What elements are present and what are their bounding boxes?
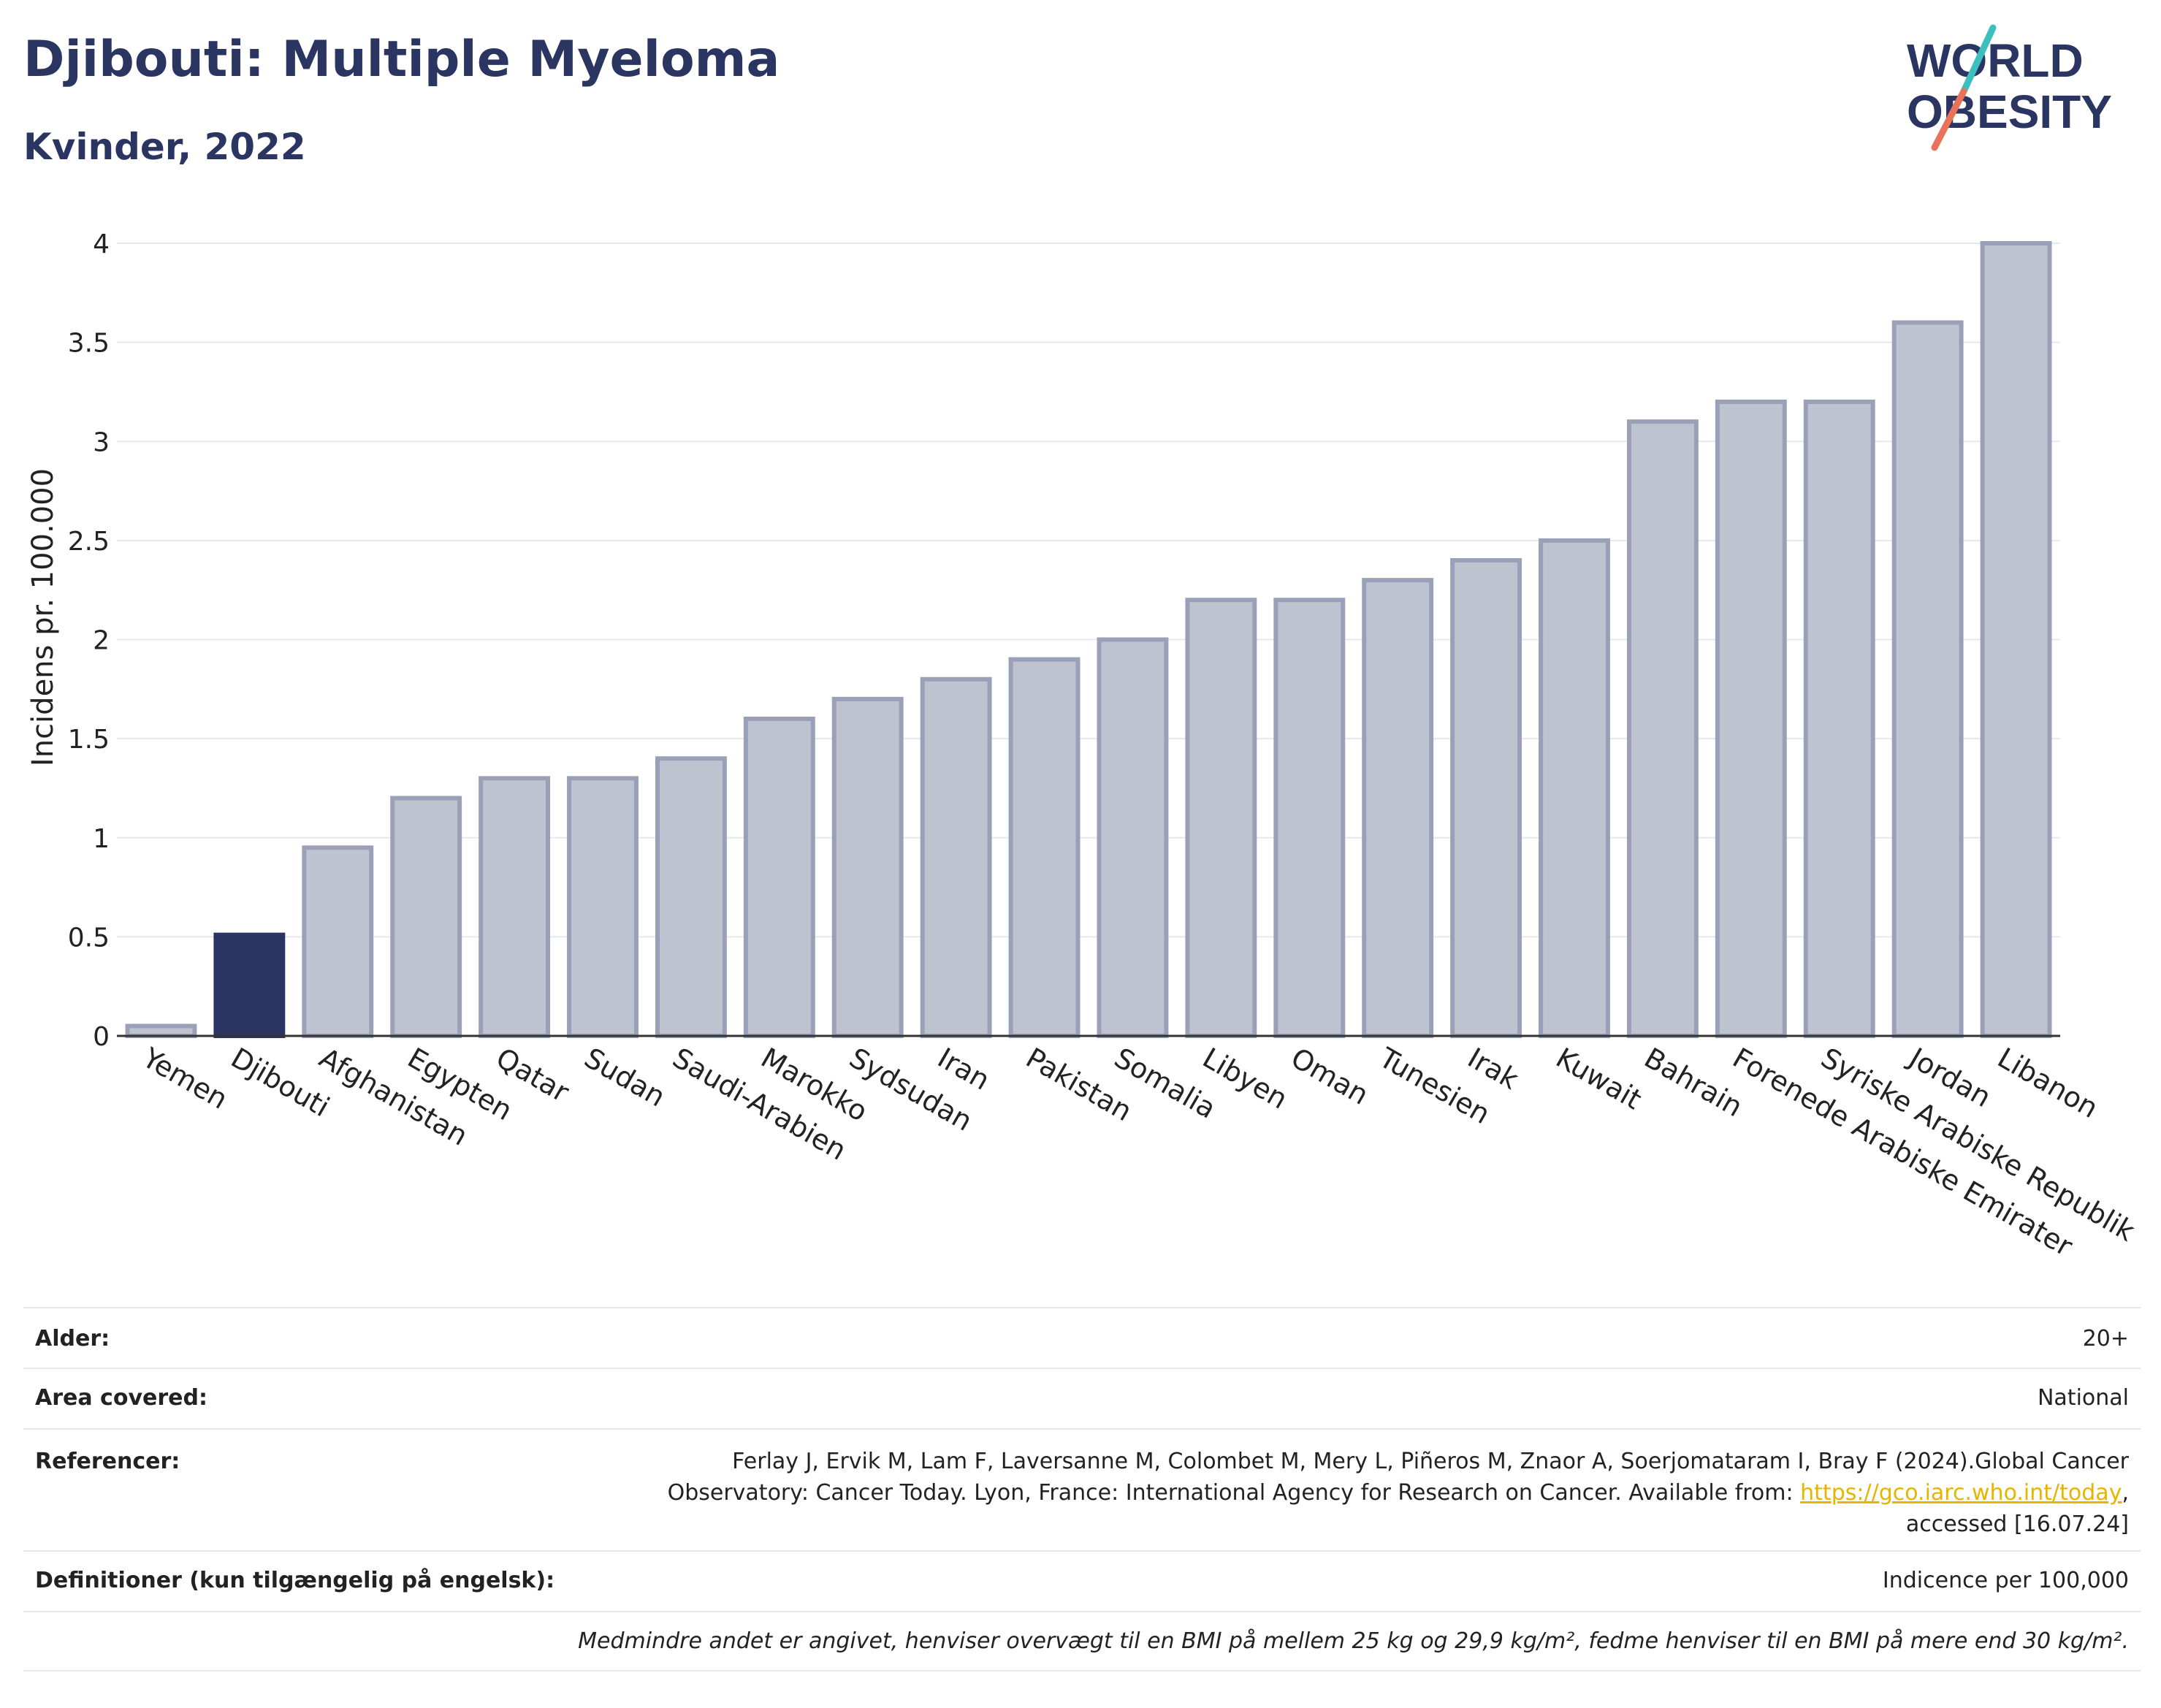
x-tick-label: Afghanistan bbox=[314, 1042, 473, 1152]
y-tick-labels: 0 0.5 1 1.5 2 2.5 3 3.5 4 bbox=[68, 229, 110, 1052]
bar-qatar bbox=[479, 776, 551, 1038]
area-label: Area covered: bbox=[35, 1385, 207, 1411]
y-tick-label: 1 bbox=[93, 824, 110, 854]
bar-sydsudan bbox=[831, 696, 904, 1038]
info-table: Alder: 20+ Area covered: National Refere… bbox=[23, 1307, 2141, 1671]
bar-jordan bbox=[1891, 320, 1964, 1038]
bar-somalia bbox=[1097, 637, 1169, 1038]
bar-iran bbox=[920, 676, 992, 1038]
references-tail: , accessed [16.07.24] bbox=[1905, 1480, 2129, 1537]
bars bbox=[125, 241, 2052, 1038]
area-value: National bbox=[2037, 1385, 2129, 1411]
x-tick-label: Bahrain bbox=[1639, 1042, 1748, 1124]
bar-chart: 0 0.5 1 1.5 2 2.5 3 3.5 4 YemenDjiboutiAfghanist… bbox=[26, 229, 2141, 1263]
y-tick-label: 3.5 bbox=[68, 329, 110, 359]
x-tick-label: Sudan bbox=[579, 1042, 671, 1113]
definitions-label: Definitioner (kun tilgængelig på engelsk… bbox=[35, 1568, 555, 1593]
bar-libyen bbox=[1185, 598, 1257, 1038]
bar-egypten bbox=[390, 796, 462, 1038]
y-tick-label: 0.5 bbox=[68, 923, 110, 953]
x-tick-label: Irak bbox=[1463, 1042, 1524, 1096]
bar-irak bbox=[1450, 558, 1522, 1038]
bar-libanon bbox=[1980, 241, 2052, 1038]
logo-line1: WORLD bbox=[1907, 34, 2084, 87]
bar-tunesien bbox=[1362, 578, 1434, 1038]
x-tick-label: Oman bbox=[1286, 1042, 1374, 1111]
bar-sudan bbox=[567, 776, 639, 1038]
bar-kuwait bbox=[1539, 538, 1610, 1038]
references-value: Ferlay J, Ervik M, Lam F, Laversanne M, … bbox=[595, 1446, 2129, 1540]
alder-value: 20+ bbox=[2082, 1326, 2129, 1351]
bar-afghanistan bbox=[302, 845, 374, 1038]
bar-syriske-arabiske-republik bbox=[1803, 400, 1875, 1038]
bar-pakistan bbox=[1008, 657, 1080, 1038]
bar-yemen bbox=[125, 1023, 197, 1038]
page-title: Djibouti: Multiple Myeloma bbox=[23, 31, 780, 88]
bar-marokko bbox=[743, 717, 815, 1038]
info-row-note: Medmindre andet er angivet, henviser ove… bbox=[23, 1611, 2141, 1671]
y-tick-label: 3 bbox=[93, 427, 110, 457]
logo-slash-coral-icon bbox=[1931, 88, 1967, 151]
alder-label: Alder: bbox=[35, 1326, 110, 1351]
world-obesity-logo: WORLD OBESITY bbox=[1907, 24, 2112, 151]
y-tick-label: 0 bbox=[93, 1022, 110, 1052]
footnote: Medmindre andet er angivet, henviser ove… bbox=[578, 1628, 2129, 1654]
x-tick-label: Kuwait bbox=[1551, 1042, 1647, 1116]
y-tick-label: 2.5 bbox=[68, 527, 110, 557]
x-tick-label: Libanon bbox=[1992, 1042, 2103, 1124]
y-axis-label: Incidens pr. 100.000 bbox=[26, 468, 60, 766]
x-tick-label: Yemen bbox=[137, 1041, 233, 1116]
bar-djibouti bbox=[213, 932, 286, 1038]
y-tick-label: 2 bbox=[93, 626, 110, 656]
info-row-definitions: Definitioner (kun tilgængelig på engelsk… bbox=[23, 1550, 2141, 1611]
logo-slash-teal-icon bbox=[1960, 24, 1997, 95]
y-tick-label: 1.5 bbox=[68, 725, 110, 755]
info-row-area: Area covered: National bbox=[23, 1368, 2141, 1428]
bar-bahrain bbox=[1626, 419, 1699, 1038]
references-label: Referencer: bbox=[35, 1449, 180, 1474]
x-tick-label: Djibouti bbox=[226, 1042, 335, 1124]
references-link[interactable]: https://gco.iarc.who.int/today bbox=[1800, 1480, 2122, 1506]
info-row-alder: Alder: 20+ bbox=[23, 1307, 2141, 1368]
bar-saudi-arabien bbox=[655, 756, 727, 1038]
definitions-value: Indicence per 100,000 bbox=[1882, 1568, 2129, 1593]
info-row-references: Referencer: Ferlay J, Ervik M, Lam F, La… bbox=[23, 1428, 2141, 1550]
bar-forenede-arabiske-emirater bbox=[1715, 400, 1787, 1038]
references-text: Ferlay J, Ervik M, Lam F, Laversanne M, … bbox=[667, 1449, 2129, 1506]
page-subtitle: Kvinder, 2022 bbox=[23, 126, 306, 168]
y-tick-label: 4 bbox=[93, 229, 110, 259]
bar-oman bbox=[1273, 598, 1346, 1038]
